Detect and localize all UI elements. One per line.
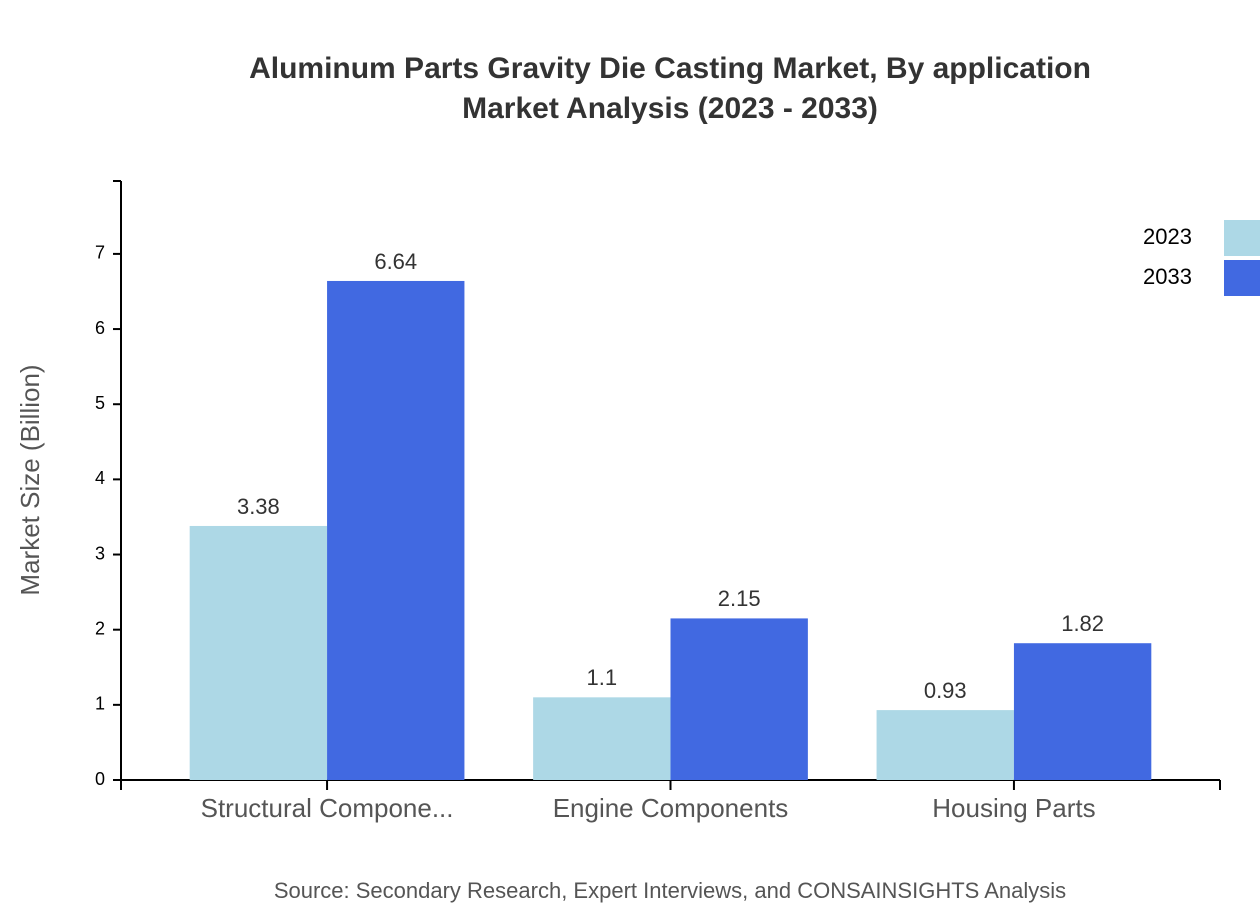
value-label: 0.93: [924, 678, 967, 703]
y-tick-label: 1: [95, 694, 105, 714]
legend-label: 2033: [1143, 264, 1192, 289]
value-label: 1.1: [587, 665, 618, 690]
x-tick-label: Engine Components: [553, 793, 789, 823]
x-tick-label: Structural Compone...: [201, 793, 454, 823]
y-axis-title: Market Size (Billion): [15, 364, 45, 595]
legend-swatch: [1224, 260, 1260, 296]
y-tick-label: 4: [95, 468, 105, 488]
value-label: 3.38: [237, 494, 280, 519]
bar: [670, 618, 808, 780]
bar: [533, 697, 671, 780]
y-tick-label: 0: [95, 769, 105, 789]
value-label: 2.15: [718, 586, 761, 611]
chart-title: Aluminum Parts Gravity Die Casting Marke…: [249, 52, 1091, 85]
y-tick-label: 5: [95, 393, 105, 413]
value-label: 6.64: [374, 249, 417, 274]
chart-subtitle: Market Analysis (2023 - 2033): [462, 92, 878, 125]
bar: [876, 710, 1014, 780]
y-tick-label: 6: [95, 318, 105, 338]
bar: [1013, 643, 1152, 780]
value-label: 1.82: [1061, 611, 1104, 636]
y-tick-label: 2: [95, 618, 105, 638]
x-tick-label: Housing Parts: [932, 793, 1095, 823]
source-note: Source: Secondary Research, Expert Inter…: [274, 878, 1066, 903]
y-tick-label: 3: [95, 543, 105, 563]
bar: [189, 525, 328, 780]
y-tick-label: 7: [95, 243, 105, 263]
legend-label: 2023: [1143, 224, 1192, 249]
bar: [327, 280, 465, 780]
legend-swatch: [1224, 220, 1260, 256]
